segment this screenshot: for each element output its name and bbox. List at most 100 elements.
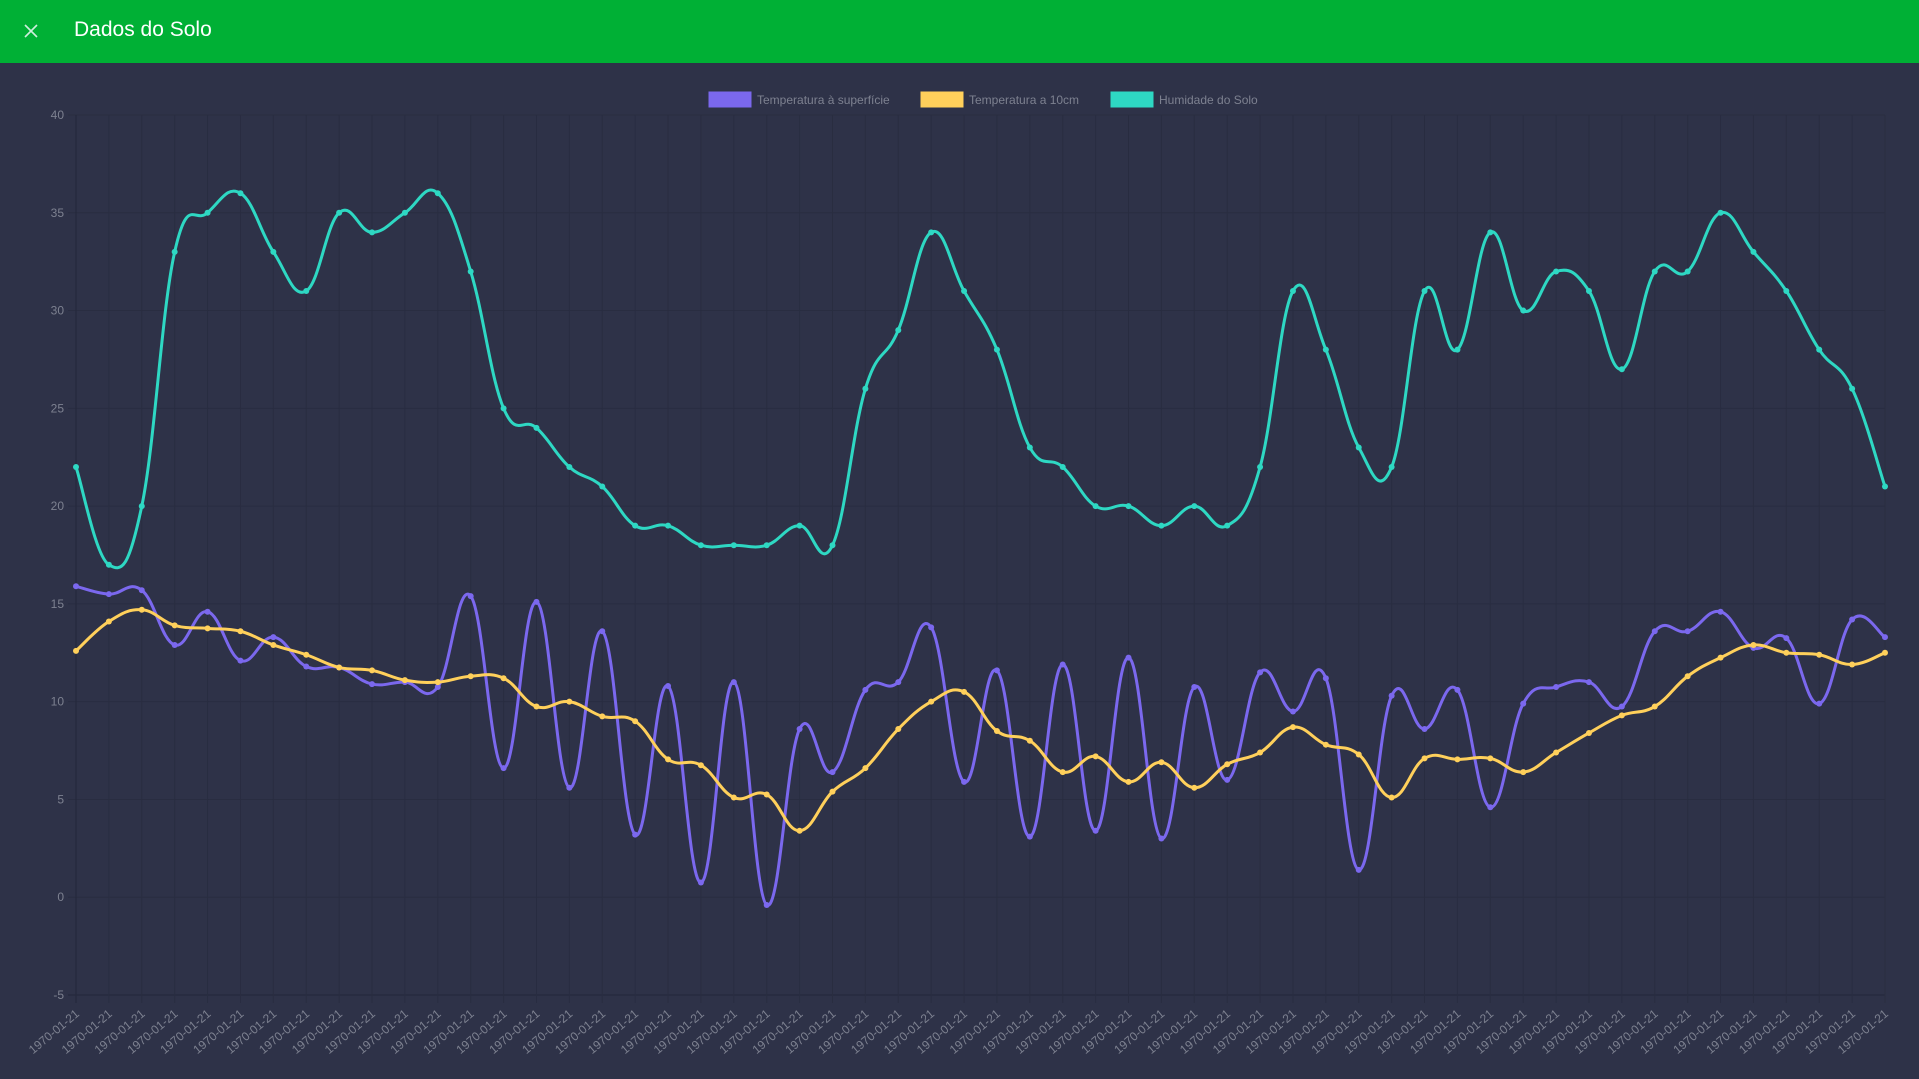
- data-point: [1059, 464, 1066, 470]
- data-point: [763, 542, 770, 549]
- data-point: [1651, 628, 1658, 635]
- data-point: [730, 542, 737, 549]
- close-icon[interactable]: [20, 20, 42, 42]
- y-tick-label: 0: [57, 890, 64, 904]
- legend-label-1: Temperatura a 10cm: [969, 93, 1079, 107]
- data-point: [1520, 700, 1527, 707]
- legend-swatch-1: [920, 91, 964, 108]
- data-point: [1454, 346, 1461, 353]
- legend: Temperatura à superfície Temperatura a 10…: [708, 91, 1258, 108]
- data-point: [105, 618, 112, 625]
- app-header: Dados do Solo: [0, 0, 1919, 63]
- data-point: [1191, 784, 1198, 791]
- data-point: [1224, 522, 1231, 529]
- data-point: [1289, 708, 1296, 715]
- legend-label-2: Humidade do Solo: [1159, 93, 1258, 107]
- data-point: [895, 327, 902, 334]
- data-point: [862, 686, 869, 693]
- data-point: [1783, 635, 1790, 642]
- data-point: [73, 647, 79, 654]
- data-point: [1355, 444, 1362, 451]
- data-point: [665, 522, 672, 529]
- data-point: [1717, 654, 1724, 661]
- data-point: [697, 762, 704, 769]
- data-point: [730, 794, 737, 801]
- data-point: [1322, 675, 1329, 682]
- data-point: [434, 679, 441, 686]
- data-point: [599, 483, 606, 490]
- data-point: [467, 268, 474, 275]
- data-point: [1684, 268, 1691, 275]
- soil-data-chart: -505101520253035401970-01-211970-01-2119…: [26, 91, 1891, 1057]
- data-point: [1421, 726, 1428, 733]
- page-title: Dados do Solo: [74, 18, 212, 41]
- data-point: [961, 778, 968, 785]
- data-point: [1783, 649, 1790, 656]
- data-point: [862, 765, 869, 772]
- data-point: [1750, 641, 1757, 648]
- data-point: [237, 628, 244, 635]
- data-point: [1553, 268, 1560, 275]
- data-point: [500, 675, 507, 682]
- data-point: [1454, 686, 1461, 693]
- data-point: [467, 593, 474, 600]
- data-point: [928, 229, 935, 236]
- data-point: [1026, 737, 1033, 744]
- data-point: [1289, 724, 1296, 731]
- data-point: [237, 657, 244, 664]
- data-point: [1092, 753, 1099, 760]
- data-point: [632, 718, 639, 725]
- series-line-0: [75, 584, 1886, 907]
- data-point: [270, 248, 277, 255]
- data-point: [632, 522, 639, 529]
- data-point: [993, 346, 1000, 353]
- data-point: [1816, 651, 1823, 658]
- data-point: [1487, 229, 1494, 236]
- data-point: [1191, 503, 1198, 510]
- data-point: [1585, 729, 1592, 736]
- data-point: [369, 229, 376, 236]
- data-point: [895, 726, 902, 733]
- data-point: [336, 209, 343, 216]
- data-point: [1224, 776, 1231, 783]
- data-point: [533, 703, 540, 710]
- data-point: [369, 681, 376, 688]
- data-point: [796, 827, 803, 834]
- data-point: [1585, 288, 1592, 294]
- data-point: [1158, 835, 1165, 842]
- data-point: [105, 591, 112, 598]
- data-point: [1421, 755, 1428, 762]
- data-point: [1520, 307, 1527, 314]
- data-point: [895, 679, 902, 686]
- data-point: [1355, 751, 1362, 758]
- data-point: [500, 765, 507, 772]
- data-point: [1585, 679, 1592, 686]
- data-point: [533, 598, 540, 605]
- data-point: [270, 641, 277, 648]
- data-point: [1257, 669, 1264, 676]
- data-point: [138, 606, 145, 613]
- data-point: [1717, 608, 1724, 615]
- data-point: [237, 190, 244, 197]
- data-point: [599, 628, 606, 635]
- data-point: [1684, 628, 1691, 635]
- data-point: [829, 769, 836, 776]
- data-point: [993, 667, 1000, 674]
- data-point: [1553, 749, 1560, 756]
- data-point: [1750, 248, 1757, 255]
- data-point: [270, 634, 277, 641]
- data-point: [1158, 522, 1165, 529]
- data-point: [763, 791, 770, 798]
- data-point: [862, 385, 869, 392]
- legend-swatch-0: [708, 91, 752, 108]
- data-point: [1816, 346, 1823, 353]
- series-line-2: [74, 188, 1887, 570]
- data-point: [1125, 778, 1132, 785]
- data-point: [1882, 634, 1888, 641]
- data-point: [665, 756, 672, 763]
- data-point: [599, 713, 606, 720]
- data-point: [1388, 692, 1395, 699]
- data-point: [1684, 673, 1691, 680]
- data-point: [171, 622, 178, 629]
- data-point: [369, 667, 376, 674]
